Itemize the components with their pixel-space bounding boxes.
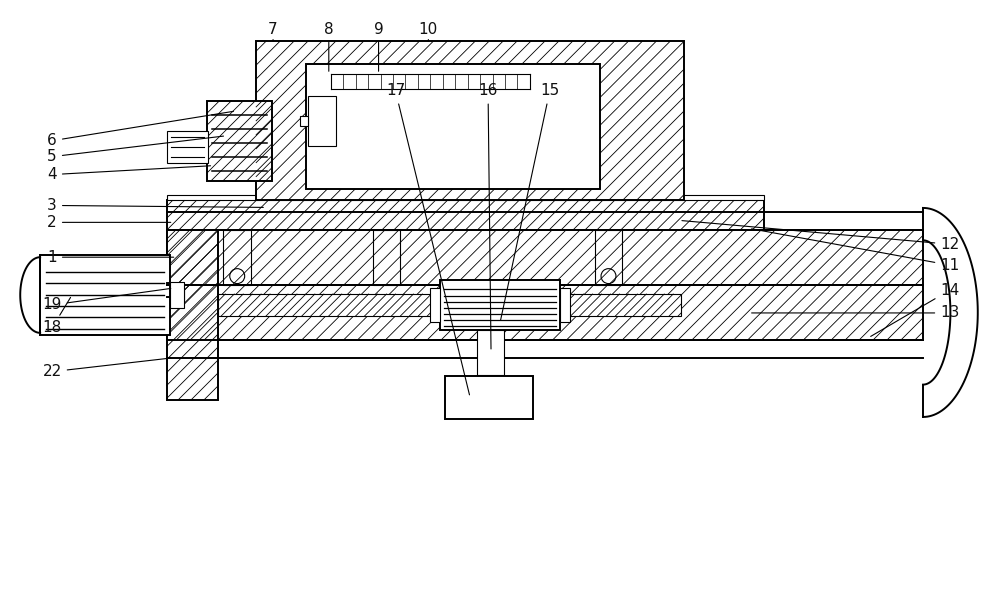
Text: 7: 7 — [268, 22, 278, 41]
Text: 13: 13 — [752, 305, 960, 320]
Bar — [440, 280, 560, 330]
Bar — [167, 230, 923, 285]
Bar — [40, 255, 170, 335]
Bar — [445, 376, 533, 419]
Bar — [218, 294, 681, 316]
Text: 11: 11 — [752, 229, 960, 272]
Bar — [373, 230, 400, 285]
Bar — [223, 230, 251, 285]
Bar — [308, 96, 336, 146]
Bar — [167, 196, 764, 200]
Bar — [170, 282, 184, 308]
Bar — [207, 101, 272, 181]
Bar — [300, 116, 308, 126]
Text: 18: 18 — [42, 298, 71, 335]
Text: 8: 8 — [324, 22, 334, 71]
Text: 16: 16 — [478, 83, 498, 349]
Bar — [167, 230, 218, 400]
Text: 19: 19 — [42, 289, 171, 313]
Bar — [167, 200, 764, 230]
Bar — [167, 286, 184, 301]
Text: 9: 9 — [374, 22, 383, 71]
Bar — [256, 41, 684, 200]
Bar — [430, 288, 440, 322]
Text: 22: 22 — [42, 358, 171, 379]
Bar — [167, 131, 208, 163]
Text: 4: 4 — [47, 166, 211, 182]
Text: 12: 12 — [682, 221, 960, 252]
Bar — [560, 288, 570, 322]
Text: 2: 2 — [47, 215, 171, 230]
Bar — [477, 330, 504, 374]
Text: 6: 6 — [47, 112, 233, 148]
Bar — [306, 64, 600, 188]
Bar — [167, 285, 923, 340]
Text: 3: 3 — [47, 198, 263, 213]
Text: 15: 15 — [501, 83, 559, 320]
Text: 10: 10 — [419, 22, 438, 41]
Text: 17: 17 — [386, 83, 469, 395]
Bar — [595, 230, 622, 285]
Text: 14: 14 — [871, 283, 960, 337]
Text: 5: 5 — [47, 136, 224, 164]
Text: 1: 1 — [47, 250, 174, 265]
